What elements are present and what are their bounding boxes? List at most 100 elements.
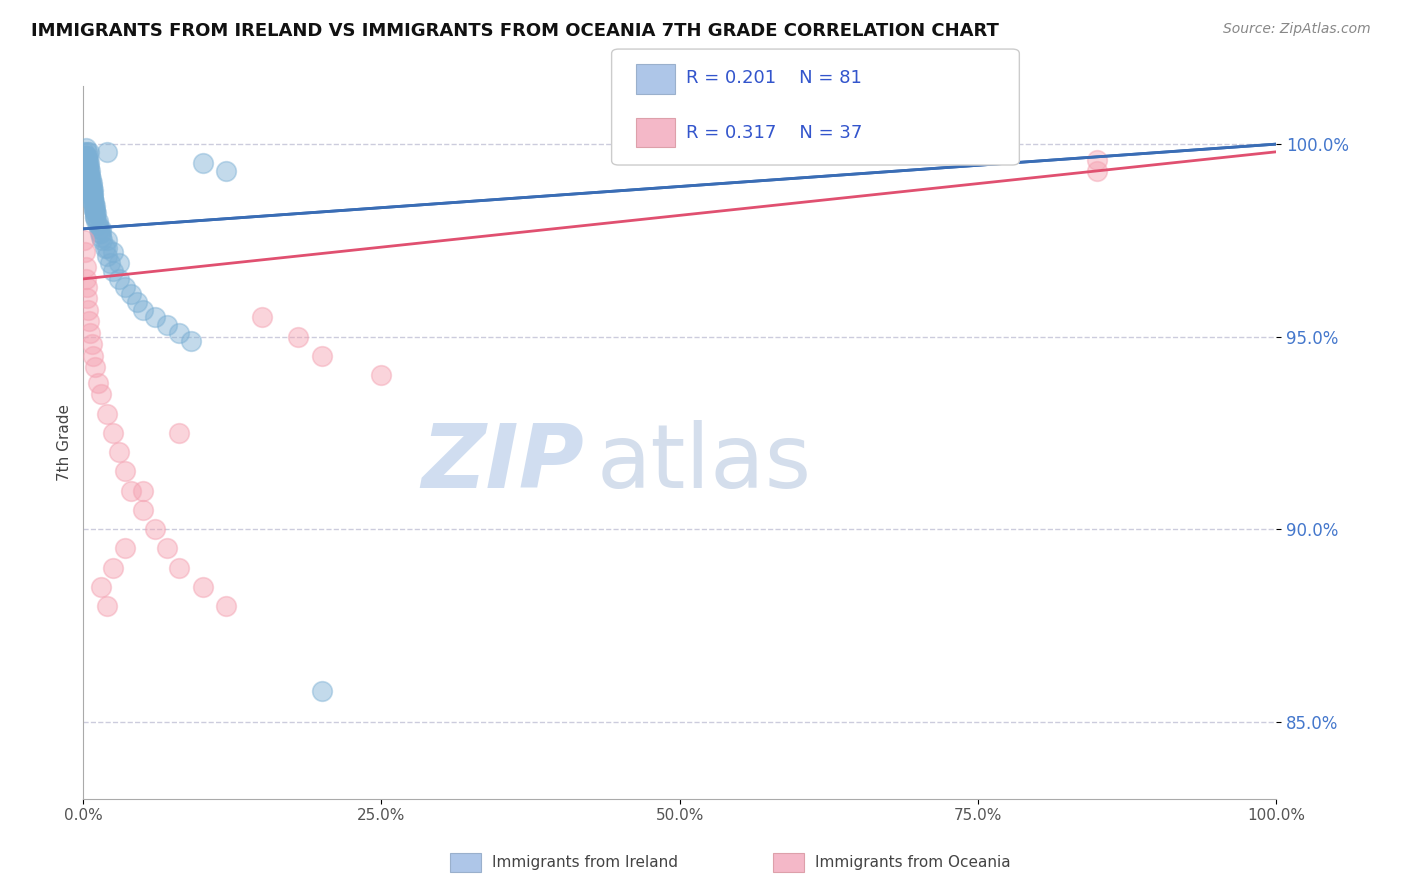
Point — [96, 241, 118, 255]
Point — [77, 171, 100, 186]
Point — [77, 168, 100, 182]
Point — [84, 211, 107, 225]
Point — [287, 329, 309, 343]
Point — [120, 483, 142, 498]
Point — [75, 141, 97, 155]
Point — [77, 164, 100, 178]
Point — [191, 156, 214, 170]
Point — [101, 244, 124, 259]
Point — [77, 145, 100, 159]
Point — [132, 483, 155, 498]
Point — [79, 176, 101, 190]
Point — [80, 187, 103, 202]
Point — [86, 206, 108, 220]
Point — [75, 149, 97, 163]
Point — [156, 318, 179, 332]
Point — [86, 214, 108, 228]
Point — [80, 194, 103, 209]
Point — [80, 171, 103, 186]
Point — [83, 202, 105, 217]
Point — [311, 349, 333, 363]
Point — [90, 387, 112, 401]
Point — [132, 302, 155, 317]
Point — [82, 179, 104, 194]
Point — [86, 214, 108, 228]
Point — [73, 145, 96, 159]
Point — [76, 291, 98, 305]
Point — [101, 560, 124, 574]
Point — [83, 199, 105, 213]
Point — [76, 160, 98, 174]
Point — [80, 183, 103, 197]
Point — [96, 233, 118, 247]
Point — [132, 503, 155, 517]
Point — [83, 199, 105, 213]
Point — [77, 160, 100, 174]
Text: IMMIGRANTS FROM IRELAND VS IMMIGRANTS FROM OCEANIA 7TH GRADE CORRELATION CHART: IMMIGRANTS FROM IRELAND VS IMMIGRANTS FR… — [31, 22, 998, 40]
Point — [84, 211, 107, 225]
Point — [250, 310, 273, 325]
Point — [96, 407, 118, 421]
Point — [82, 349, 104, 363]
Point — [76, 156, 98, 170]
Point — [80, 187, 103, 202]
Point — [370, 368, 392, 383]
Point — [82, 194, 104, 209]
Point — [94, 241, 117, 255]
Point — [90, 229, 112, 244]
Point — [101, 264, 124, 278]
Point — [82, 191, 104, 205]
Point — [87, 222, 110, 236]
Point — [83, 202, 105, 217]
Point — [76, 279, 98, 293]
Point — [114, 541, 136, 556]
Point — [120, 287, 142, 301]
Point — [79, 176, 101, 190]
Point — [77, 164, 100, 178]
Point — [215, 164, 238, 178]
Point — [76, 149, 98, 163]
Text: R = 0.317    N = 37: R = 0.317 N = 37 — [686, 124, 862, 142]
Point — [108, 256, 131, 270]
Point — [125, 295, 148, 310]
Point — [90, 580, 112, 594]
Point — [75, 260, 97, 275]
Point — [191, 580, 214, 594]
Point — [101, 425, 124, 440]
Point — [76, 145, 98, 159]
Text: atlas: atlas — [596, 420, 811, 508]
Point — [96, 249, 118, 263]
Point — [98, 256, 121, 270]
Point — [86, 218, 108, 232]
Point — [77, 302, 100, 317]
Point — [84, 360, 107, 375]
Point — [82, 191, 104, 205]
Point — [79, 168, 101, 182]
Point — [91, 233, 114, 247]
Point — [215, 599, 238, 614]
Point — [75, 272, 97, 286]
Point — [108, 445, 131, 459]
Point — [77, 171, 100, 186]
Point — [77, 314, 100, 328]
Point — [114, 465, 136, 479]
Point — [167, 560, 190, 574]
Point — [77, 160, 100, 174]
Point — [84, 202, 107, 217]
Text: Immigrants from Ireland: Immigrants from Ireland — [492, 855, 678, 870]
Point — [82, 187, 104, 202]
Point — [167, 326, 190, 340]
Y-axis label: 7th Grade: 7th Grade — [58, 404, 72, 481]
Text: ZIP: ZIP — [422, 420, 585, 508]
Point — [114, 279, 136, 293]
Point — [90, 226, 112, 240]
Text: Immigrants from Oceania: Immigrants from Oceania — [815, 855, 1011, 870]
Point — [80, 337, 103, 351]
Point — [82, 183, 104, 197]
Point — [75, 244, 97, 259]
Point — [96, 145, 118, 159]
Point — [80, 176, 103, 190]
Text: Source: ZipAtlas.com: Source: ZipAtlas.com — [1223, 22, 1371, 37]
Point — [1085, 164, 1108, 178]
Point — [75, 149, 97, 163]
